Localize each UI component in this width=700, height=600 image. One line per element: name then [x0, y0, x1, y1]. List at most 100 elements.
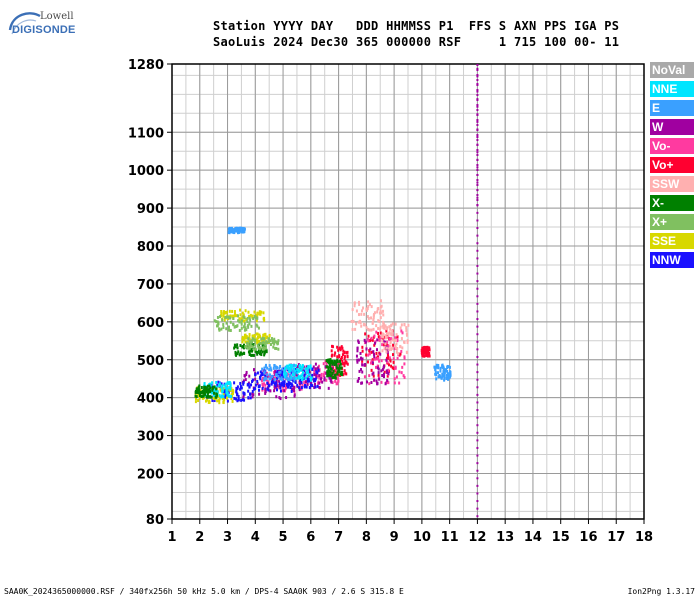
echo-point — [403, 355, 406, 359]
echo-point — [278, 382, 281, 386]
echo-point — [380, 299, 383, 303]
echo-point — [261, 373, 264, 377]
y-tick-label: 600 — [137, 316, 164, 331]
echo-point — [367, 339, 370, 343]
echo-point — [391, 338, 394, 342]
echo-point — [239, 351, 242, 355]
echo-point — [367, 327, 370, 331]
echo-point — [290, 389, 293, 393]
echo-point — [264, 387, 267, 391]
echo-point — [355, 309, 358, 313]
echo-point — [271, 375, 274, 379]
x-tick-label: 9 — [390, 530, 399, 545]
echo-point — [371, 361, 374, 365]
echo-point — [405, 326, 408, 330]
echo-point — [206, 392, 209, 396]
echo-point — [241, 352, 244, 356]
legend-item-w: W — [650, 119, 694, 135]
echo-point — [227, 227, 230, 231]
echo-point — [203, 386, 206, 390]
echo-point — [395, 346, 398, 350]
echo-point — [376, 307, 379, 311]
echo-point — [337, 373, 340, 377]
echo-point — [306, 382, 309, 386]
echo-point — [242, 379, 245, 383]
echo-point — [200, 386, 203, 390]
echo-point — [339, 372, 342, 376]
echo-point — [266, 341, 269, 345]
echo-point — [386, 374, 389, 378]
echo-point — [306, 374, 309, 378]
echo-point — [381, 335, 384, 339]
echo-point — [306, 377, 309, 381]
echo-point — [390, 347, 393, 351]
echo-point — [303, 381, 306, 385]
echo-point — [266, 366, 269, 370]
echo-point — [219, 388, 222, 392]
echo-point — [367, 304, 370, 308]
echo-point — [260, 310, 263, 314]
echo-point — [383, 343, 386, 347]
echo-point — [334, 376, 337, 380]
x-tick-label: 18 — [635, 530, 653, 545]
echo-point — [265, 340, 268, 344]
echo-point — [378, 311, 381, 315]
header-line-2: SaoLuis 2024 Dec30 365 000000 RSF 1 715 … — [213, 35, 620, 49]
echo-point — [278, 386, 281, 390]
echo-point — [370, 380, 373, 384]
echo-point — [250, 383, 253, 387]
echo-point — [213, 387, 216, 391]
echo-point — [317, 368, 320, 372]
echo-point — [285, 396, 288, 400]
echo-point — [197, 399, 200, 403]
echo-point — [271, 339, 274, 343]
echo-point — [442, 366, 445, 370]
echo-point — [260, 379, 263, 383]
echo-point — [379, 316, 382, 320]
echo-point — [288, 363, 291, 367]
echo-point — [283, 369, 286, 373]
echo-point — [382, 364, 385, 368]
echo-point — [269, 389, 272, 393]
echo-point — [308, 386, 311, 390]
echo-point — [226, 391, 229, 395]
echo-point — [339, 348, 342, 352]
trace-point — [476, 219, 479, 222]
echo-point — [376, 364, 379, 368]
echo-point — [377, 373, 380, 377]
echo-point — [400, 323, 403, 327]
legend-item-nne: NNE — [650, 81, 694, 97]
echo-point — [373, 378, 376, 382]
footer-info: SAA0K_2024365000000.RSF / 340fx256h 50 k… — [4, 587, 404, 596]
echo-point — [331, 345, 334, 349]
echo-point — [382, 339, 385, 343]
echo-point — [328, 373, 331, 377]
echo-point — [248, 316, 251, 320]
legend-item-x: X+ — [650, 214, 694, 230]
echo-point — [379, 335, 382, 339]
echo-point — [194, 389, 197, 393]
echo-point — [194, 397, 197, 401]
echo-point — [364, 363, 367, 367]
echo-point — [370, 328, 373, 332]
echo-point — [259, 377, 262, 381]
echo-point — [294, 364, 297, 368]
echo-point — [360, 381, 363, 385]
echo-point — [264, 391, 267, 395]
echo-point — [206, 384, 209, 388]
trace-point — [476, 355, 479, 358]
echo-point — [245, 317, 248, 321]
echo-point — [273, 364, 276, 368]
echo-point — [314, 367, 317, 371]
echo-point — [300, 387, 303, 391]
trace-point — [476, 181, 479, 184]
echo-point — [239, 384, 242, 388]
echo-point — [224, 310, 227, 314]
echo-point — [340, 373, 343, 377]
echo-point — [275, 388, 278, 392]
footer-version: Ion2Png 1.3.17 — [627, 587, 695, 596]
echo-point — [211, 388, 214, 392]
echo-point — [277, 339, 280, 343]
echo-point — [392, 343, 395, 347]
x-tick-label: 3 — [223, 530, 232, 545]
